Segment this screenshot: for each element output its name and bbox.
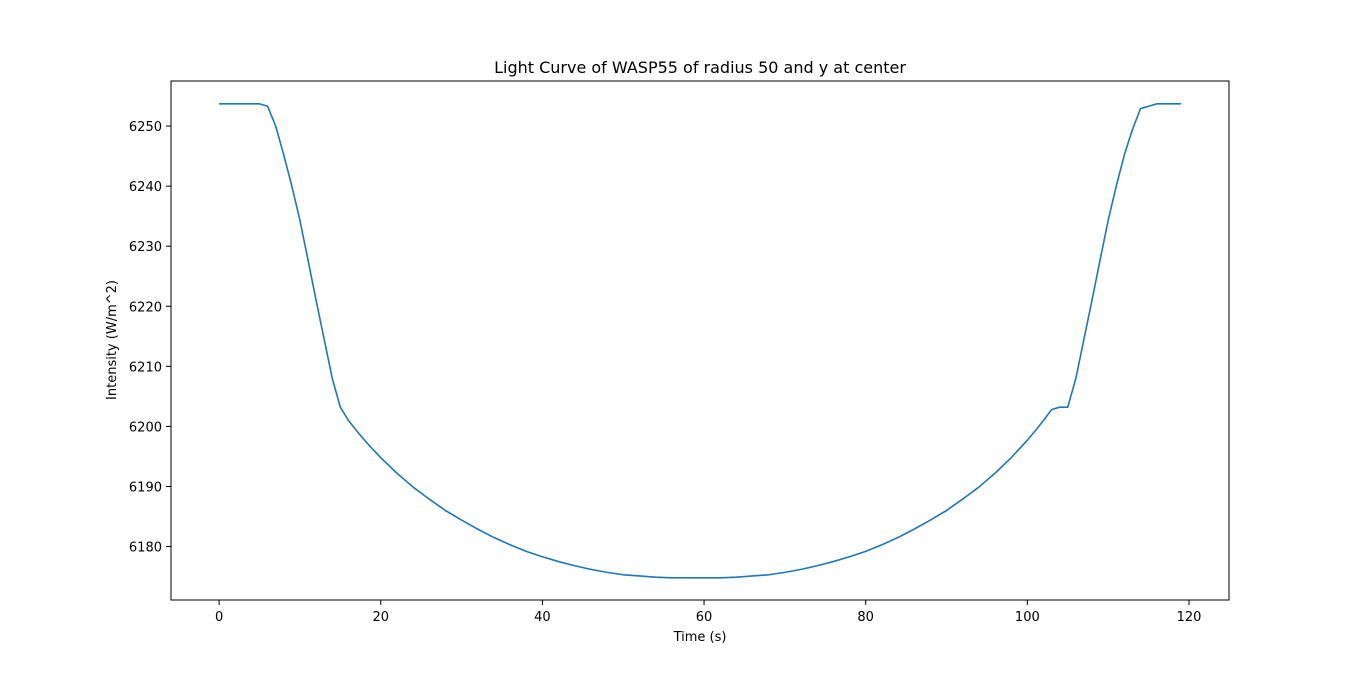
x-tick-label: 80 — [857, 610, 874, 625]
y-tick-label: 6180 — [129, 541, 162, 556]
x-tick-label: 100 — [1015, 610, 1040, 625]
x-tick-label: 20 — [372, 610, 389, 625]
y-axis-label: Intensity (W/m^2) — [105, 280, 120, 400]
x-tick-label: 120 — [1177, 610, 1202, 625]
y-tick-label: 6210 — [129, 360, 162, 375]
x-tick-label: 0 — [215, 610, 223, 625]
y-tick-label: 6240 — [129, 180, 162, 195]
y-tick-label: 6250 — [129, 120, 162, 135]
x-tick-label: 40 — [534, 610, 551, 625]
x-axis-ticks: 0 20 40 60 80 100 120 — [215, 600, 1201, 625]
x-axis-label: Time (s) — [673, 630, 727, 645]
y-axis-ticks: 6180 6190 6200 6210 6220 6230 6240 6250 — [129, 120, 171, 556]
series-line-0 — [219, 103, 1181, 579]
y-tick-label: 6190 — [129, 480, 162, 495]
y-tick-label: 6200 — [129, 420, 162, 435]
plot-area — [170, 80, 1230, 601]
x-tick-label: 60 — [696, 610, 713, 625]
y-tick-label: 6230 — [129, 240, 162, 255]
chart-title: Light Curve of WASP55 of radius 50 and y… — [494, 58, 906, 77]
plot-frame — [170, 80, 1230, 601]
y-tick-label: 6220 — [129, 300, 162, 315]
